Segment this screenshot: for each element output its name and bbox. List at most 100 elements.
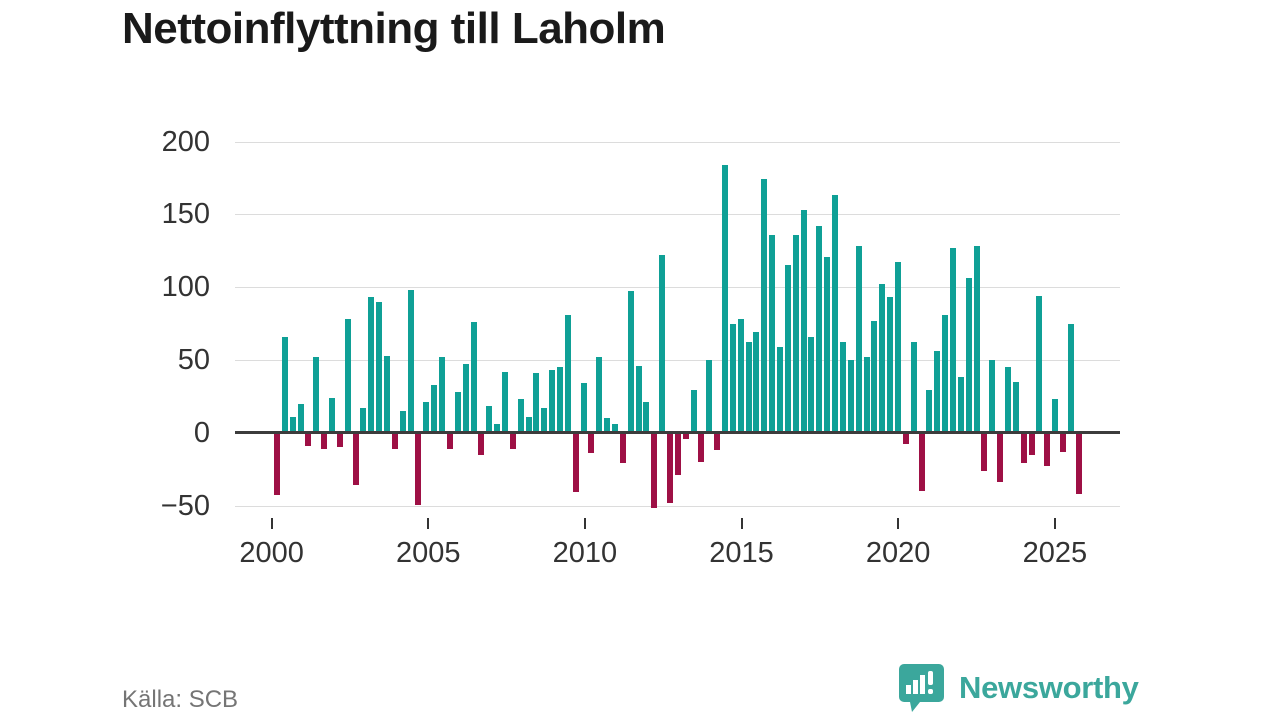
bar: [439, 356, 446, 433]
bar: [816, 225, 823, 433]
bar: [682, 432, 689, 439]
bar: [494, 423, 501, 433]
y-axis-tick-label: 0: [193, 416, 210, 449]
bar: [667, 432, 673, 503]
bar: [792, 234, 799, 433]
bar: [1044, 432, 1051, 467]
bar: [714, 432, 721, 451]
bar-chart-speech-bubble-icon: [898, 663, 945, 713]
bar: [989, 359, 996, 433]
zero-axis-line: [235, 431, 1120, 435]
bar: [887, 297, 894, 433]
bar: [399, 410, 406, 433]
bar: [611, 423, 618, 433]
bar: [722, 164, 729, 433]
bar: [737, 319, 744, 433]
x-axis-tick: [270, 518, 273, 529]
bar: [1075, 432, 1082, 494]
bar: [352, 432, 359, 486]
bar: [949, 247, 956, 433]
x-axis-tick-label: 2015: [709, 537, 774, 569]
bar: [729, 323, 736, 433]
bar: [863, 356, 870, 433]
source-label: Källa: SCB: [122, 686, 239, 713]
x-axis-tick-label: 2010: [552, 537, 618, 569]
bar: [1004, 367, 1011, 433]
bar: [376, 301, 383, 433]
bar: [431, 384, 438, 433]
bar: [360, 407, 367, 433]
bar: [509, 432, 516, 449]
x-axis-tick-label: 2000: [239, 537, 304, 569]
bar: [329, 397, 336, 433]
bar: [391, 432, 398, 449]
bar: [839, 342, 846, 433]
bar: [274, 432, 280, 496]
bar: [407, 290, 414, 433]
bar: [470, 322, 477, 433]
bar: [769, 234, 776, 433]
bar: [753, 332, 760, 433]
bar: [674, 432, 681, 475]
bar: [281, 336, 288, 433]
bar: [368, 297, 375, 433]
bar: [619, 432, 626, 464]
bar: [533, 373, 540, 433]
bar: [344, 319, 351, 433]
bar: [478, 432, 485, 455]
newsworthy-logo: Newsworthy: [898, 663, 1139, 713]
x-axis-tick: [740, 518, 743, 529]
bar: [627, 291, 634, 433]
bar: [313, 356, 320, 433]
bar: [1067, 323, 1074, 433]
bar: [824, 256, 831, 433]
y-axis-tick-label: 50: [177, 343, 210, 376]
y-axis-tick-label: 100: [161, 271, 210, 304]
bar: [973, 246, 980, 433]
bar: [879, 284, 886, 433]
bar: [549, 370, 556, 433]
bar: [1052, 399, 1059, 433]
bar: [918, 432, 925, 491]
bar: [517, 399, 524, 433]
bar: [572, 432, 579, 493]
bar: [446, 432, 453, 449]
x-axis-tick: [897, 518, 900, 529]
bar: [997, 432, 1004, 483]
bar: [604, 418, 611, 433]
bar: [486, 406, 493, 433]
bar: [832, 195, 839, 433]
bar: [501, 371, 508, 433]
bar: [321, 432, 328, 449]
bar: [1028, 432, 1035, 455]
bar: [910, 342, 917, 433]
bar: [706, 359, 713, 433]
bar: [847, 359, 854, 433]
bar: [556, 367, 563, 433]
bar: [289, 416, 296, 433]
bar: [855, 246, 862, 433]
bar: [926, 390, 933, 433]
bar: [525, 416, 532, 433]
bar: [777, 346, 784, 433]
bar: [1036, 295, 1043, 433]
bar: [698, 432, 705, 462]
bar: [541, 407, 548, 433]
bar: [761, 179, 768, 433]
newsworthy-wordmark: Newsworthy: [959, 670, 1139, 705]
bar: [588, 432, 595, 454]
bar: [336, 432, 343, 448]
x-axis-tick-label: 2025: [1022, 537, 1088, 569]
gridline: [235, 287, 1120, 289]
bar: [305, 432, 312, 446]
y-axis-tick-label: 200: [161, 125, 210, 158]
x-axis-tick: [583, 518, 586, 529]
bar: [1012, 381, 1019, 433]
bar: [808, 336, 815, 433]
bar: [957, 377, 964, 433]
bar: [415, 432, 422, 506]
bar: [580, 383, 587, 433]
bar: [902, 432, 909, 445]
bar: [894, 262, 901, 433]
